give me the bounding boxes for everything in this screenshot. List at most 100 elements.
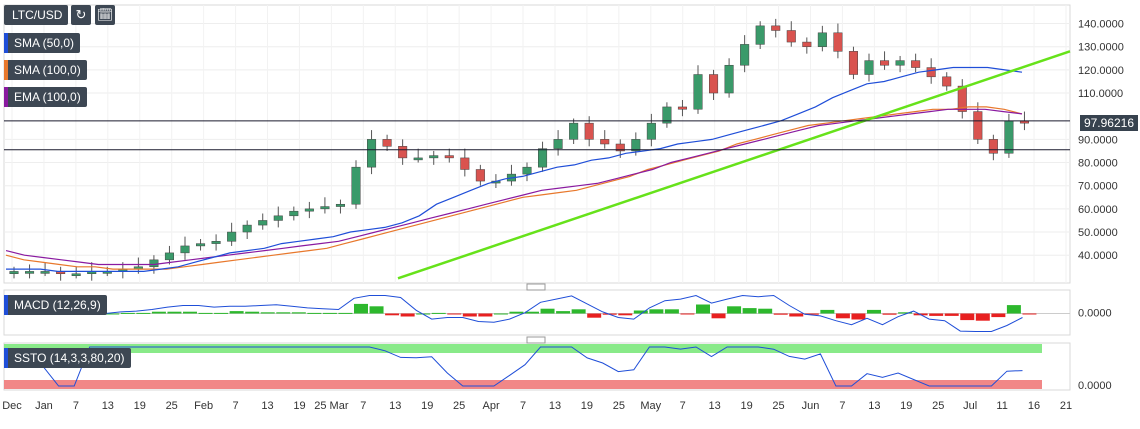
candle-body xyxy=(600,139,610,145)
candle-body xyxy=(475,169,485,182)
current-price-text: 97.96216 xyxy=(1083,116,1134,130)
candle-body xyxy=(693,74,703,110)
sma-100-swatch xyxy=(4,60,8,80)
macd-histogram-bar xyxy=(462,313,477,317)
macd-histogram-bar xyxy=(975,313,990,321)
candle-body xyxy=(833,32,843,52)
ssto-zero-label: 0.0000 xyxy=(1078,380,1112,392)
candle-body xyxy=(196,243,206,247)
candle-body xyxy=(304,208,314,212)
price-tick-label: 80.0000 xyxy=(1078,158,1118,170)
time-tick-label: 13 xyxy=(102,400,114,412)
macd-histogram-bar xyxy=(525,311,539,314)
macd-histogram-bar xyxy=(789,313,804,317)
macd-histogram-bar xyxy=(929,313,944,316)
candle-body xyxy=(460,157,470,170)
candle-body xyxy=(569,122,579,140)
macd-histogram-bar xyxy=(680,313,695,315)
macd-histogram-bar xyxy=(493,313,508,315)
macd-histogram-bar xyxy=(960,313,975,321)
indicator-sma-100[interactable]: SMA (100,0) xyxy=(4,60,87,80)
macd-label[interactable]: MACD (12,26,9) xyxy=(4,295,107,315)
panel-resize-handle[interactable] xyxy=(526,336,546,344)
panel-resize-handle[interactable] xyxy=(526,283,546,291)
indicator-sma-50[interactable]: SMA (50,0) xyxy=(4,33,81,53)
trend-line xyxy=(397,50,1071,280)
candle-body xyxy=(802,41,812,47)
macd-histogram-bar xyxy=(633,310,648,314)
ssto-label[interactable]: SSTO (14,3,3,80,20) xyxy=(4,348,131,368)
refresh-icon[interactable]: ↻ xyxy=(71,5,91,25)
macd-histogram-bar xyxy=(354,303,368,314)
candle-body xyxy=(289,210,299,217)
time-tick-label: Jun xyxy=(802,400,820,412)
macd-histogram-bar xyxy=(727,306,742,314)
time-tick-label: 13 xyxy=(389,400,401,412)
macd-histogram-bar xyxy=(618,313,633,316)
time-tick-label: 13 xyxy=(709,400,721,412)
chart-panels-background xyxy=(3,4,1071,391)
indicator-ema-100[interactable]: EMA (100,0) xyxy=(4,87,87,107)
time-tick-label: 13 xyxy=(261,400,273,412)
time-tick-label: Apr xyxy=(483,400,500,412)
candle-body xyxy=(553,139,563,149)
time-tick-label: Jan xyxy=(35,400,53,412)
macd-histogram-bar xyxy=(649,309,664,314)
candle-body xyxy=(258,220,268,226)
candle-body xyxy=(382,139,392,147)
macd-line xyxy=(12,294,1023,332)
calendar-icon[interactable]: 🗓 xyxy=(95,5,115,25)
candle-body xyxy=(273,215,283,221)
macd-histogram-bar xyxy=(369,306,384,314)
grid-lines xyxy=(4,5,1070,283)
time-tick-label: 25 xyxy=(932,400,944,412)
macd-histogram-bar xyxy=(664,309,679,314)
sma-50-swatch xyxy=(4,33,8,53)
candle-body xyxy=(538,148,548,168)
price-tick-label: 120.0000 xyxy=(1078,65,1124,77)
time-tick-label: 7 xyxy=(360,400,366,412)
candle-body xyxy=(724,64,734,94)
time-tick-label: 19 xyxy=(740,400,752,412)
macd-histogram-bar xyxy=(151,311,166,314)
sma-50-line xyxy=(6,66,1023,272)
macd-histogram-bar xyxy=(944,313,959,316)
panel-resize-handles[interactable] xyxy=(526,283,546,344)
symbol-label[interactable]: LTC/USD xyxy=(4,5,69,25)
candle-body xyxy=(40,271,50,274)
candle-body xyxy=(957,85,967,112)
overbought-band xyxy=(4,344,1042,353)
candle-body xyxy=(320,206,330,210)
macd-histogram-bar xyxy=(478,313,493,317)
macd-histogram-bar xyxy=(804,313,819,315)
candle-body xyxy=(646,122,656,140)
ssto-panel xyxy=(4,344,1042,389)
price-tick-label: 50.0000 xyxy=(1078,227,1118,239)
candle-body xyxy=(864,60,874,75)
macd-histogram-bar xyxy=(447,313,462,315)
macd-histogram-bar xyxy=(229,311,244,314)
time-tick-label: 7 xyxy=(233,400,239,412)
macd-histogram-bar xyxy=(587,313,602,318)
macd-histogram-bar xyxy=(198,312,213,314)
time-tick-label: 7 xyxy=(520,400,526,412)
candle-body xyxy=(895,60,905,66)
candle-body xyxy=(1004,120,1014,154)
price-tick-label: 110.0000 xyxy=(1078,88,1123,100)
moving-average-lines xyxy=(5,50,1071,280)
candle-body xyxy=(848,51,858,75)
time-tick-label: 19 xyxy=(900,400,912,412)
candle-body xyxy=(771,25,781,31)
candle-body xyxy=(817,32,827,47)
macd-panel xyxy=(4,294,1070,332)
candle-body xyxy=(786,30,796,43)
macd-histogram-bar xyxy=(820,309,835,314)
candle-body xyxy=(429,155,439,159)
time-tick-label: 7 xyxy=(73,400,79,412)
macd-histogram-bar xyxy=(882,313,897,315)
time-tick-label: 19 xyxy=(581,400,593,412)
macd-swatch xyxy=(4,295,8,315)
candle-body xyxy=(615,143,625,152)
price-tick-label: 130.0000 xyxy=(1078,42,1124,54)
time-tick-label: 7 xyxy=(680,400,686,412)
